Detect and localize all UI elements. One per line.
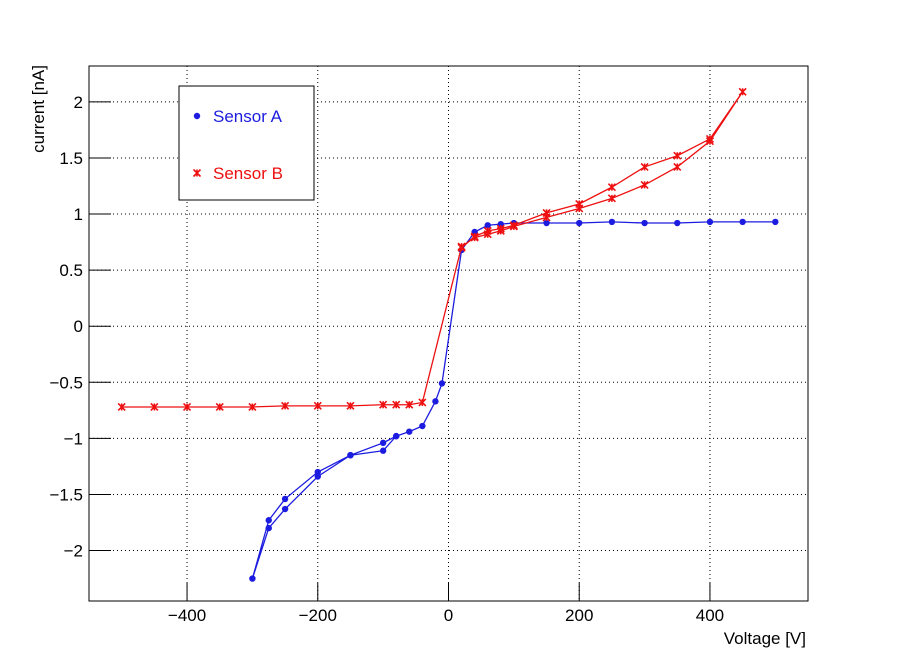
y-tick-label: 1.5 — [59, 149, 83, 168]
data-point — [705, 134, 715, 143]
data-point — [608, 218, 616, 226]
data-point — [117, 402, 126, 412]
x-axis-label: Voltage [V] — [724, 629, 806, 648]
data-point — [314, 473, 321, 480]
x-tick-label: 400 — [696, 606, 724, 625]
data-point — [393, 432, 400, 440]
x-tick-label: 200 — [565, 606, 593, 625]
data-point — [248, 402, 257, 412]
legend: Sensor A Sensor B — [178, 85, 315, 201]
legend-marker — [193, 112, 201, 120]
y-axis-label: current [nA] — [29, 65, 48, 153]
data-point — [641, 219, 648, 227]
data-point — [346, 401, 355, 410]
data-point — [150, 402, 159, 412]
data-point — [432, 398, 439, 405]
data-point — [483, 226, 492, 235]
data-point — [543, 219, 550, 227]
data-point — [470, 232, 479, 241]
data-point — [607, 183, 616, 192]
data-point — [673, 162, 682, 172]
data-point — [607, 194, 616, 203]
plot-frame — [88, 65, 809, 602]
data-point — [182, 402, 192, 412]
series — [117, 87, 747, 412]
data-point — [739, 218, 746, 226]
data-point — [438, 380, 446, 387]
data-point — [281, 495, 289, 503]
data-point — [265, 524, 272, 532]
data-point — [640, 162, 649, 172]
data-point — [772, 218, 779, 226]
data-point — [313, 401, 322, 410]
data-point — [265, 517, 272, 524]
legend-box — [178, 85, 315, 201]
data-point — [418, 398, 427, 407]
data-point — [706, 218, 714, 226]
series-line — [251, 221, 776, 579]
y-tick-label: −0.5 — [49, 373, 83, 392]
data-point — [379, 447, 387, 454]
y-tick-label: 2 — [74, 93, 83, 112]
series — [249, 218, 779, 582]
data-point — [457, 243, 466, 252]
data-point — [406, 428, 413, 435]
legend-marker — [192, 168, 202, 178]
x-tick-label: −200 — [299, 606, 337, 625]
data-point — [281, 505, 289, 513]
data-point — [471, 228, 478, 236]
x-tick-label: −400 — [168, 606, 206, 625]
data-point — [249, 575, 256, 582]
data-point — [484, 222, 491, 229]
data-point — [215, 402, 224, 412]
data-point — [674, 219, 681, 227]
legend-label: Sensor B — [213, 164, 283, 183]
data-point — [575, 199, 584, 209]
data-point — [509, 221, 518, 230]
data-point — [576, 219, 583, 227]
data-point — [392, 400, 401, 409]
data-point — [379, 400, 388, 409]
y-tick-label: 1 — [74, 205, 83, 224]
data-point — [738, 87, 747, 96]
y-tick-label: −1 — [64, 429, 83, 448]
data-point — [347, 451, 354, 459]
data-point — [379, 439, 387, 447]
data-point — [405, 400, 414, 409]
data-point — [419, 422, 426, 430]
y-tick-label: 0.5 — [59, 261, 83, 280]
data-point — [640, 180, 649, 189]
data-point — [497, 220, 504, 228]
data-point — [496, 224, 505, 233]
data-point — [542, 208, 551, 217]
data-point — [314, 468, 321, 476]
x-tick-label: 0 — [444, 606, 453, 625]
data-point — [673, 151, 682, 160]
legend-label: Sensor A — [213, 107, 283, 126]
y-tick-label: −1.5 — [49, 485, 83, 504]
y-tick-label: 0 — [74, 317, 83, 336]
y-tick-label: −2 — [64, 542, 83, 561]
data-point — [281, 401, 290, 410]
